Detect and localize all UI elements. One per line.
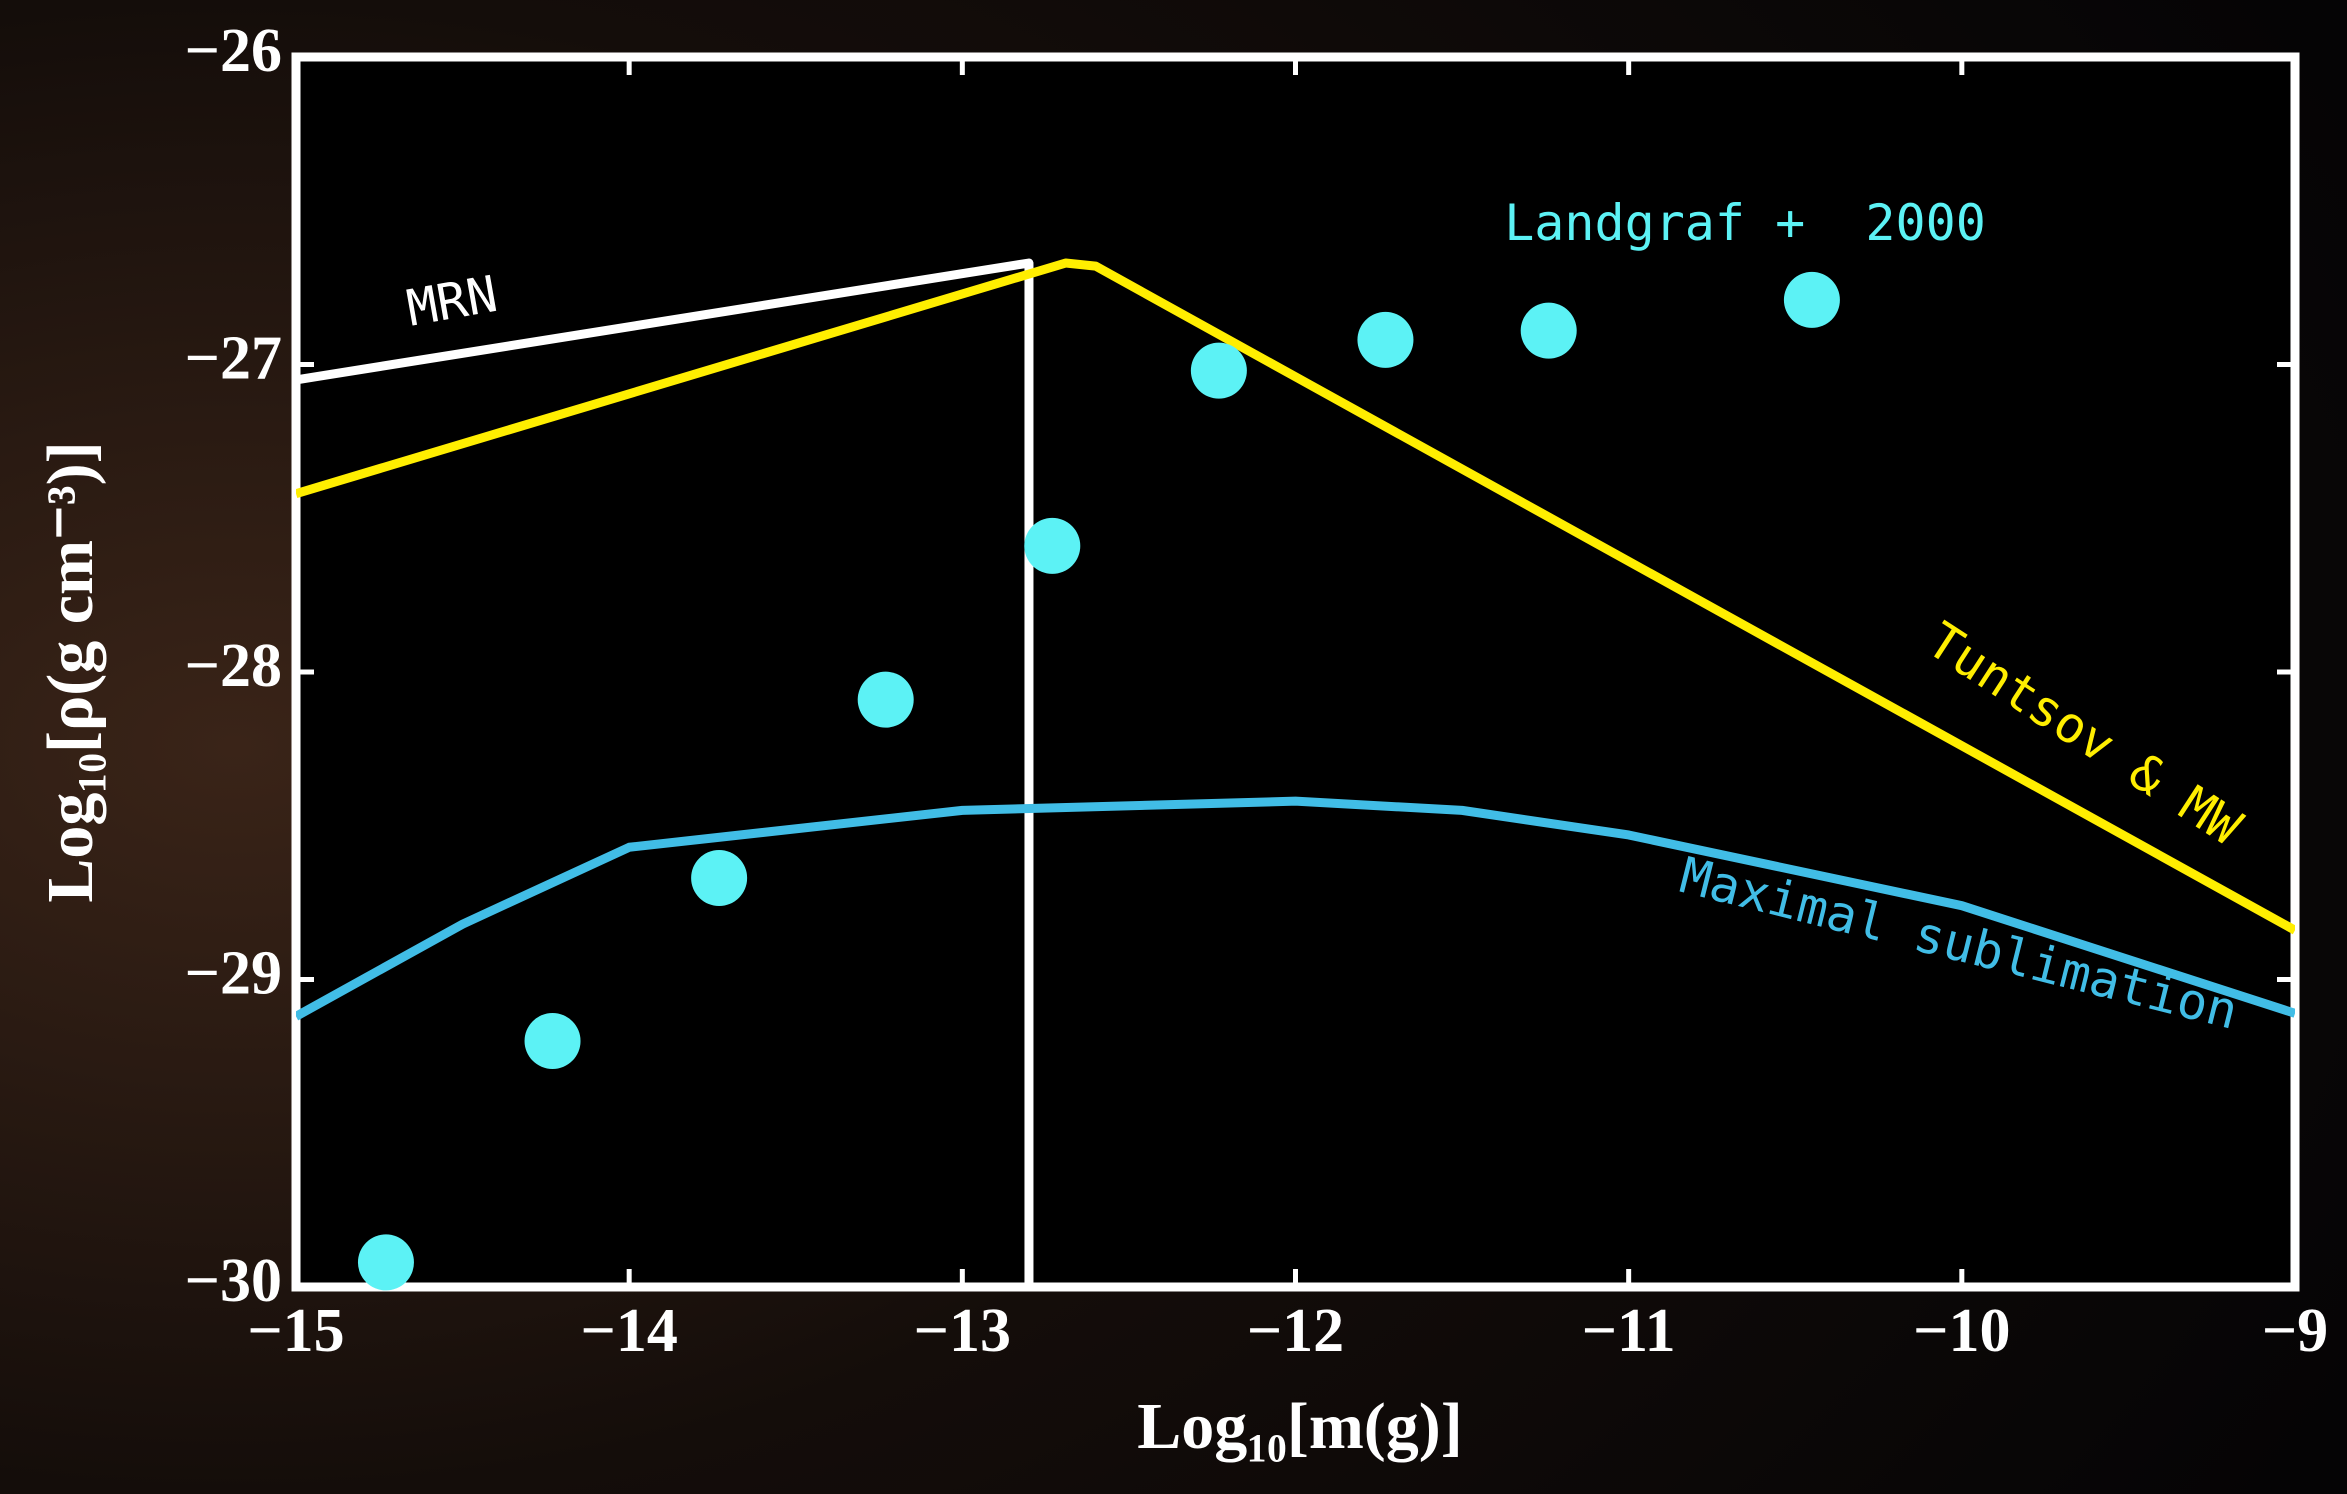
- series-annotation: Landgraf + 2000: [1504, 194, 1986, 252]
- x-tick-label: −9: [2262, 1297, 2328, 1365]
- x-tick-label: −11: [1582, 1297, 1676, 1365]
- y-tick-label: −28: [185, 632, 282, 700]
- x-tick-label: −14: [580, 1297, 677, 1365]
- y-tick-label: −27: [185, 325, 282, 393]
- x-axis-title: Log₁₀[m(g)]: [1137, 1390, 1463, 1463]
- series-line: [296, 796, 2295, 1021]
- y-tick-label: −29: [185, 940, 282, 1008]
- data-point: [1357, 311, 1414, 368]
- y-tick-label: −26: [185, 17, 282, 85]
- data-point: [524, 1013, 581, 1069]
- x-tick-label: −10: [1913, 1297, 2010, 1365]
- series-line: [296, 258, 1034, 1287]
- data-point: [1024, 517, 1081, 574]
- data-point: [857, 671, 914, 728]
- series-line: [296, 258, 2295, 935]
- plot-area: [291, 52, 2300, 1292]
- x-tick-label: −15: [247, 1297, 344, 1365]
- data-point: [1520, 302, 1577, 359]
- data-point: [1783, 271, 1840, 328]
- x-tick-label: −13: [914, 1297, 1011, 1365]
- x-tick-label: −12: [1247, 1297, 1344, 1365]
- y-axis-title: Log₁₀[ρ(g cm⁻³)]: [34, 441, 107, 902]
- data-point: [1190, 342, 1247, 399]
- data-point: [691, 850, 748, 907]
- data-point: [357, 1234, 414, 1291]
- y-tick-label: −30: [185, 1247, 282, 1315]
